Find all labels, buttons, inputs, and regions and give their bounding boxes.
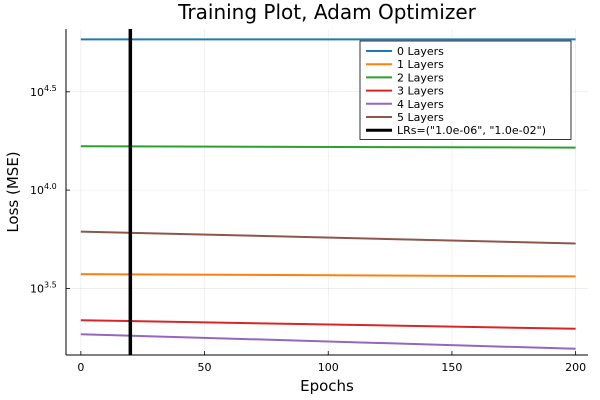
- legend-label: 4 Layers: [397, 98, 444, 111]
- plot-lines: [80, 29, 576, 355]
- legend-label: 0 Layers: [397, 45, 444, 58]
- series-line: [80, 230, 576, 245]
- x-tick-label: 200: [565, 361, 586, 374]
- series-line: [80, 319, 576, 330]
- legend-label: 1 Layers: [397, 58, 444, 71]
- legend-label: 3 Layers: [397, 85, 444, 98]
- y-tick-label: 10: [30, 184, 44, 197]
- x-tick-label: 0: [77, 361, 84, 374]
- chart-title: Training Plot, Adam Optimizer: [177, 0, 476, 24]
- x-axis-label: Epochs: [300, 377, 354, 395]
- axes: [65, 29, 588, 356]
- y-axis-label: Loss (MSE): [4, 151, 22, 232]
- legend-box: [359, 40, 572, 140]
- y-tick-label: 10: [30, 86, 44, 99]
- y-tick-exponent: 3.5: [44, 280, 57, 289]
- y-tick-exponent: 4.0: [44, 182, 57, 191]
- legend-label: 5 Layers: [397, 111, 444, 124]
- legend-label: LRs=("1.0e-06", "1.0e-02"): [397, 124, 546, 137]
- series-line: [80, 273, 576, 278]
- x-tick-label: 100: [318, 361, 339, 374]
- x-tick-label: 150: [441, 361, 462, 374]
- series-line: [80, 145, 576, 149]
- legend-label: 2 Layers: [397, 71, 444, 84]
- y-tick-label: 10: [30, 282, 44, 295]
- x-tick-label: 50: [198, 361, 212, 374]
- y-tick-exponent: 4.5: [44, 84, 57, 93]
- series-line: [80, 333, 576, 350]
